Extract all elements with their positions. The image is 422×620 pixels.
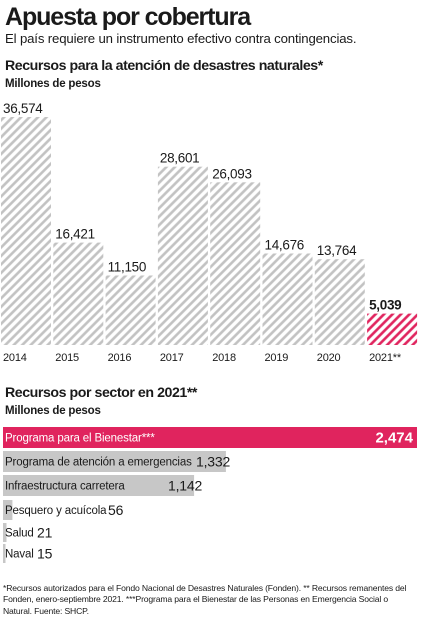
bar-value-label: 16,421 — [55, 227, 95, 242]
sector-resources-bar-chart: Programa para el Bienestar*** Programa de… — [3, 427, 417, 563]
bar-value-label: 28,601 — [160, 151, 200, 166]
bar-value-label: 14,676 — [265, 238, 305, 253]
bar-2014 — [1, 117, 51, 345]
bar-value-label: 36,574 — [3, 101, 43, 116]
sector-value-label: 2,474 — [375, 430, 413, 447]
sector-value-label: 15 — [37, 546, 53, 562]
x-tick-label: 2015 — [55, 352, 79, 364]
bar-value-label: 26,093 — [212, 166, 252, 181]
chart1-unit-label: Millones de pesos — [5, 78, 101, 90]
sector-value-label: 56 — [108, 502, 124, 518]
sector-category-label: Infraestructura carretera — [5, 481, 125, 493]
sector-value-label: 1,142 — [168, 478, 202, 494]
x-tick-label: 2018 — [212, 352, 236, 364]
sector-category-label: Programa para el Bienestar*** — [5, 433, 155, 445]
chart1-title: Recursos para la atención de desastres n… — [5, 58, 323, 74]
sector-bar — [3, 475, 195, 496]
sector-bar — [3, 427, 417, 448]
bar-value-label: 11,150 — [108, 260, 147, 275]
sector-value-label: 1,332 — [196, 454, 230, 470]
page-subtitle: El país requiere un instrumento efectivo… — [5, 31, 357, 46]
bar-2015 — [53, 242, 104, 345]
bar-2018 — [210, 182, 261, 345]
x-tick-label: 2014 — [3, 352, 27, 364]
bar-value-label: 13,764 — [317, 243, 357, 258]
x-tick-label: 2021** — [369, 352, 402, 364]
footnote: *Recursos autorizados para el Fondo Naci… — [3, 583, 407, 616]
x-tick-label: 2019 — [265, 352, 289, 364]
sector-bar — [3, 451, 226, 472]
sector-category-label: Programa de atención a emergencias — [5, 457, 192, 469]
x-tick-label: 2016 — [108, 352, 132, 364]
page-title: Apuesta por cobertura — [5, 3, 251, 31]
sector-category-label: Naval — [5, 549, 34, 561]
sector-bar — [3, 523, 7, 542]
x-tick-label: 2017 — [160, 352, 184, 364]
bar-value-label: 5,039 — [369, 298, 401, 313]
x-tick-label: 2020 — [317, 352, 341, 364]
sector-category-label: Pesquero y acuícola — [5, 505, 107, 517]
bar-2021 — [367, 313, 418, 345]
bar-2020 — [314, 259, 365, 345]
sector-bar — [3, 544, 6, 563]
sector-bar — [3, 500, 13, 520]
bar-2016 — [105, 275, 156, 345]
bar-2019 — [262, 253, 313, 345]
bar-2017 — [157, 166, 208, 345]
sector-value-label: 21 — [37, 525, 53, 541]
sector-category-label: Salud — [5, 528, 34, 540]
chart2-unit-label: Millones de pesos — [5, 405, 101, 417]
chart2-title: Recursos por sector en 2021** — [5, 385, 197, 401]
yearly-resources-bar-chart: 36,574 2014 16,421 2015 11,150 2016 28,601 2017… — [1, 101, 418, 364]
